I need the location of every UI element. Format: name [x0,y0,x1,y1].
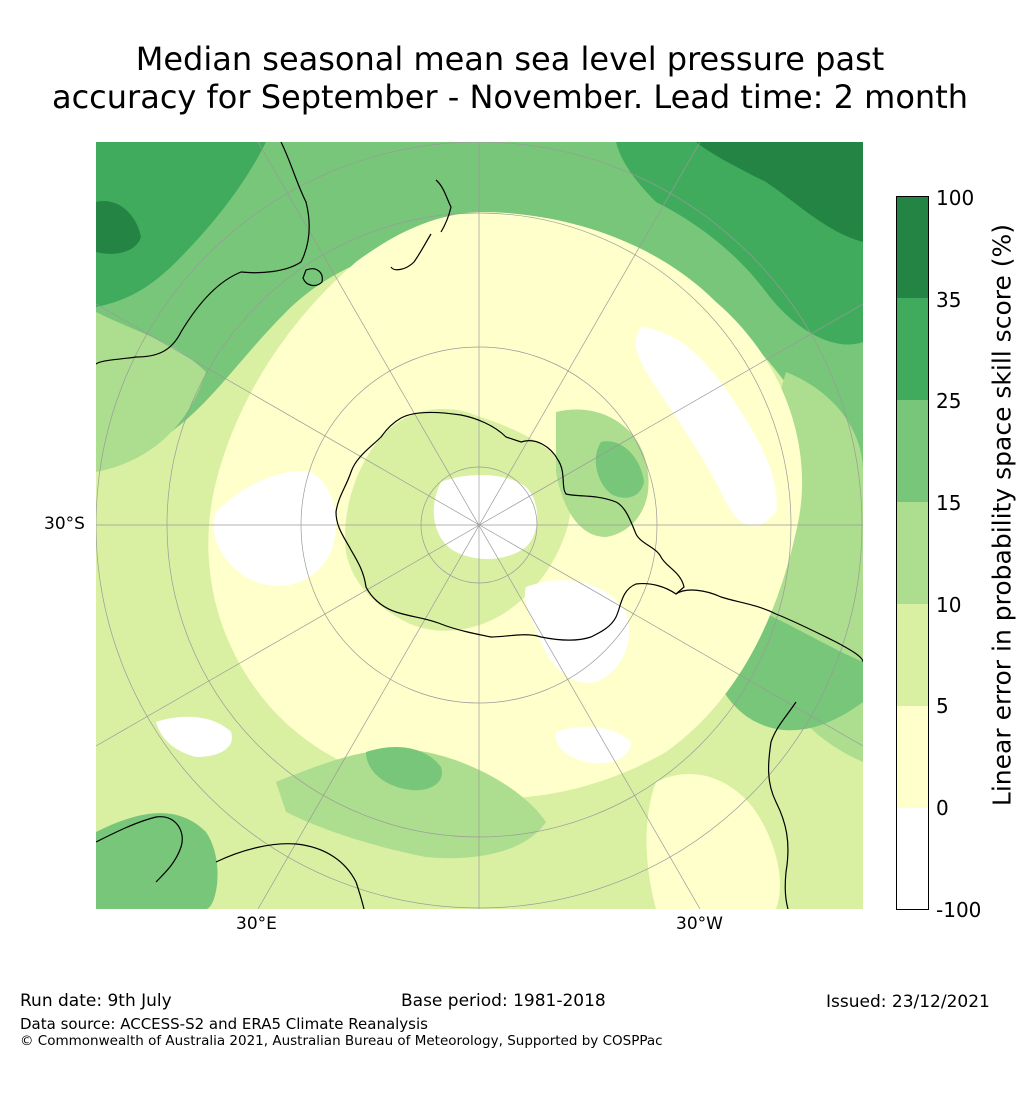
colorbar-bin [896,502,929,605]
data-source: Data source: ACCESS-S2 and ERA5 Climate … [20,1015,428,1033]
lon-label-30e: 30°E [236,914,277,934]
colorbar-bin [896,604,929,707]
coastlines [96,142,863,909]
patch-white-weddell [524,580,630,683]
coast-tasmania [302,268,323,287]
region-southwest [96,813,218,909]
colorbar-bin [896,706,929,809]
patch-white-east [635,327,777,526]
chart-title: Median seasonal mean sea level pressure … [0,40,1020,116]
base-period: Base period: 1981-2018 [401,991,606,1011]
lon-label-30w: 30°W [676,914,723,934]
colorbar-bin [896,400,929,503]
region-south-dark [366,747,442,791]
coast-australia [96,142,310,365]
region-southeast-band [646,773,780,909]
region-northeast-core [696,142,863,242]
colorbar-bin [896,298,929,401]
colorbar-tick-neg100: -100 [936,898,982,922]
coast-south-america [675,589,863,909]
coast-africa [96,816,365,909]
chart-title-line1: Median seasonal mean sea level pressure … [135,40,885,78]
region-northwest [96,142,266,307]
lat-label-30s: 30°S [44,514,85,534]
graticule [96,142,863,909]
region-northwest-core [96,201,141,254]
colorbar-tick-10: 10 [936,593,962,617]
colorbar-bin [896,196,929,299]
colorbar-tick-100: 100 [936,186,975,210]
skill-score-map [96,142,863,909]
coast-new-zealand [390,179,452,271]
colorbar [896,196,929,910]
run-date: Run date: 9th July [20,991,172,1011]
colorbar-tick-15: 15 [936,491,962,515]
patch-white-pole [433,475,538,559]
colorbar-tick-0: 0 [936,796,949,820]
coast-antarctica [335,411,685,641]
region-antarctic-dark [595,441,644,498]
region-west [96,312,206,472]
colorbar-tick-5: 5 [936,694,949,718]
issued-date: Issued: 23/12/2021 [826,992,990,1012]
colorbar-title: Linear error in probability space skill … [987,223,1017,807]
patch-white-west [213,471,336,586]
copyright: © Commonwealth of Australia 2021, Austra… [20,1033,663,1049]
colorbar-tick-25: 25 [936,389,962,413]
patch-white-south [156,716,232,757]
chart-title-line2: accuracy for September - November. Lead … [51,78,969,116]
colorbar-tick-35: 35 [936,288,962,312]
region-south-band [276,749,546,859]
region-north-ring [96,142,863,472]
colorbar-bin [896,808,929,910]
patch-white-southeast [555,726,631,764]
